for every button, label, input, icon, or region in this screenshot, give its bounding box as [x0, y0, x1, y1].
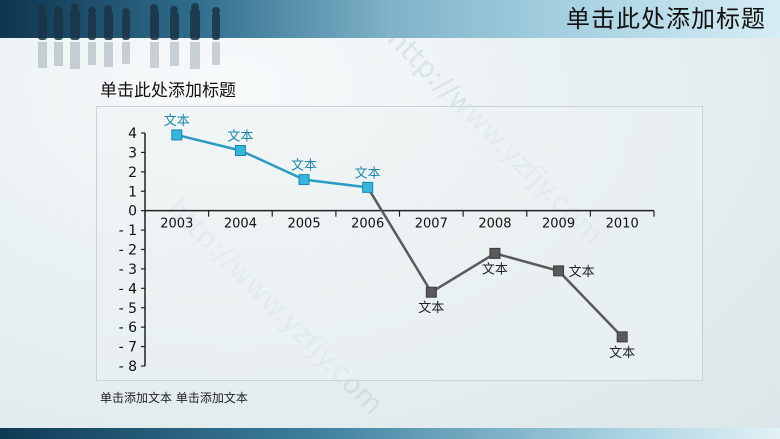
y-tick-label: - 1 [119, 223, 137, 239]
series-line-segment [176, 133, 241, 152]
series-line-segment [494, 252, 559, 273]
series-line-segment [239, 149, 305, 181]
y-tick-label: - 2 [119, 243, 137, 259]
x-tick-label: 2009 [542, 217, 575, 232]
y-tick-label: 2 [128, 165, 137, 181]
data-point-marker [234, 144, 246, 156]
data-label: 文本 [609, 346, 635, 361]
chart-title: 单击此处添加标题 [100, 81, 236, 101]
data-point-marker [553, 265, 565, 277]
series-line-segment [557, 269, 624, 338]
footer-strip [0, 428, 780, 439]
y-tick-label: - 4 [119, 281, 138, 297]
data-label: 文本 [227, 129, 253, 144]
y-tick-label: 1 [128, 184, 137, 200]
series-line-segment [303, 178, 368, 189]
data-point-marker [171, 129, 183, 141]
series-line-segment [430, 252, 496, 294]
series-line-segment [366, 186, 433, 293]
x-tick-label: 2006 [351, 217, 384, 232]
data-label: 文本 [482, 262, 508, 277]
y-tick-label: - 5 [119, 301, 137, 317]
y-tick-label: - 3 [119, 262, 137, 278]
data-label: 文本 [355, 166, 381, 181]
data-label: 文本 [291, 159, 317, 174]
y-tick-label: - 8 [119, 359, 137, 375]
data-label: 文本 [569, 265, 595, 280]
y-tick-label: 4 [128, 126, 137, 142]
x-tick-label: 2007 [415, 217, 448, 232]
x-tick-label: 2004 [224, 217, 257, 232]
y-tick-label: - 7 [119, 340, 137, 356]
data-label: 文本 [164, 114, 190, 129]
people-silhouettes-image [38, 3, 220, 69]
y-tick-label: - 6 [119, 320, 138, 336]
x-tick-label: 2010 [606, 217, 639, 232]
y-tick-label: 3 [128, 145, 137, 161]
plot-area-panel [96, 106, 703, 381]
x-tick-label: 2003 [160, 217, 193, 232]
data-point-marker [616, 331, 628, 343]
data-point-marker [425, 286, 437, 298]
data-point-marker [362, 181, 374, 193]
x-tick-label: 2008 [478, 217, 511, 232]
data-point-marker [298, 174, 310, 186]
x-tick-label: 2005 [288, 217, 321, 232]
y-tick-label: 0 [128, 204, 137, 220]
footnote-text: 单击添加文本 单击添加文本 [100, 391, 248, 405]
slide-title: 单击此处添加标题 [566, 5, 766, 33]
data-label: 文本 [418, 301, 444, 316]
data-point-marker [489, 247, 501, 259]
